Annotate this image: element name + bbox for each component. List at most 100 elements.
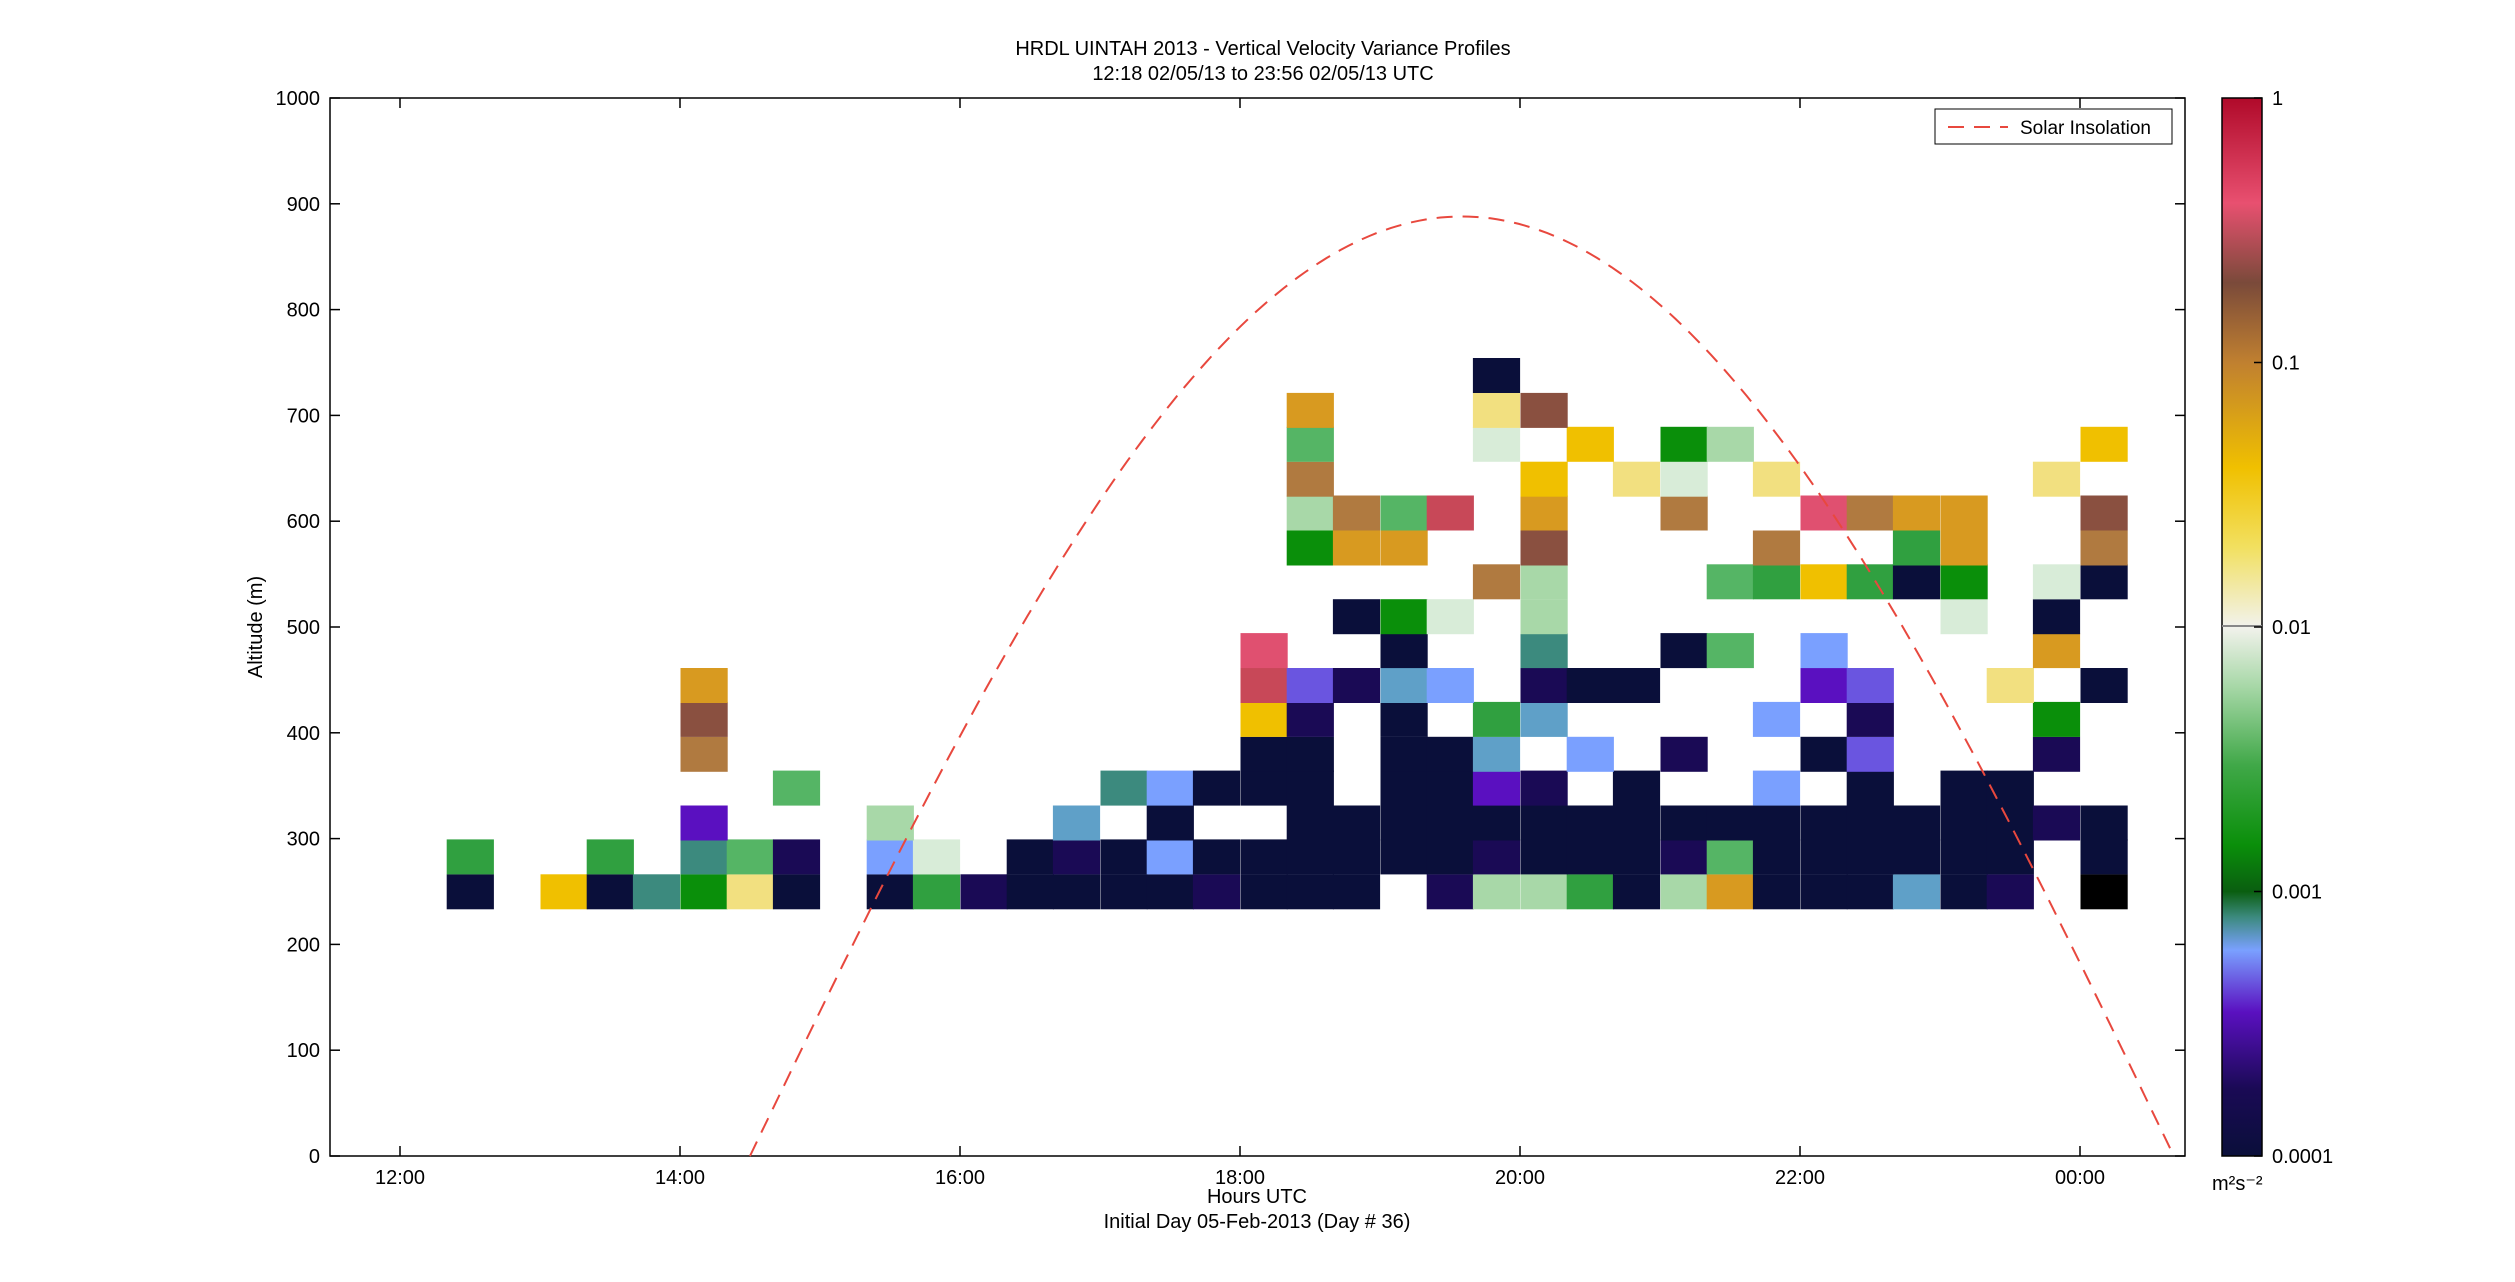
heatmap-cells bbox=[446, 358, 2128, 910]
heatmap-cell bbox=[1520, 701, 1568, 737]
heatmap-cell bbox=[1192, 839, 1241, 875]
heatmap-cell bbox=[1426, 599, 1474, 635]
heatmap-cell bbox=[632, 874, 681, 910]
heatmap-cell bbox=[1566, 805, 1614, 841]
x-tick-label: 16:00 bbox=[935, 1167, 985, 1189]
heatmap-cell bbox=[1380, 770, 1428, 806]
heatmap-cell bbox=[1380, 495, 1428, 531]
heatmap-cell bbox=[1380, 668, 1428, 703]
heatmap-cell bbox=[1146, 839, 1194, 875]
colorbar-ticks: 1 0.1 0.01 0.001 0.0001 bbox=[2254, 88, 2333, 1168]
heatmap-cell bbox=[1286, 736, 1334, 772]
heatmap-cell bbox=[960, 874, 1008, 910]
heatmap-cell bbox=[1240, 839, 1288, 875]
heatmap-cell bbox=[1892, 530, 1941, 566]
heatmap-cell bbox=[1520, 599, 1568, 635]
heatmap-cell bbox=[1520, 805, 1568, 841]
heatmap-cell bbox=[866, 874, 914, 910]
heatmap-cell bbox=[1566, 426, 1614, 462]
heatmap-cell bbox=[2032, 701, 2081, 737]
heatmap-cell bbox=[1052, 839, 1101, 875]
y-axis-label: Altitude (m) bbox=[245, 576, 267, 678]
heatmap-cell bbox=[1986, 805, 2034, 841]
heatmap-cell bbox=[1286, 495, 1334, 531]
heatmap-cell bbox=[1286, 392, 1334, 428]
heatmap-cell bbox=[1100, 874, 1148, 910]
heatmap-cell bbox=[1332, 668, 1381, 703]
colorbar-tick-label: 1 bbox=[2272, 88, 2283, 110]
heatmap-cell bbox=[1940, 564, 1988, 600]
heatmap-cell bbox=[1380, 805, 1428, 841]
heatmap-cell bbox=[1472, 874, 1521, 910]
heatmap-cell bbox=[1846, 564, 1894, 600]
heatmap-cell bbox=[1752, 701, 1801, 737]
heatmap-cell bbox=[1940, 495, 1988, 531]
heatmap-cell bbox=[866, 805, 914, 841]
heatmap-cell bbox=[1380, 599, 1428, 635]
heatmap-cell bbox=[1752, 564, 1801, 600]
heatmap-cell bbox=[1192, 770, 1241, 806]
heatmap-cell bbox=[2080, 839, 2128, 875]
heatmap-cell bbox=[586, 874, 634, 910]
heatmap-cell bbox=[1286, 668, 1334, 703]
heatmap-cell bbox=[1286, 874, 1334, 910]
heatmap-cell bbox=[1380, 530, 1428, 566]
heatmap-cell bbox=[680, 874, 728, 910]
y-tick-label: 600 bbox=[287, 511, 320, 533]
heatmap-cell bbox=[1800, 874, 1848, 910]
heatmap-cell bbox=[1660, 805, 1708, 841]
x-tick-label: 12:00 bbox=[375, 1167, 425, 1189]
y-axis-ticks: 0 100 200 300 400 500 600 700 800 900 1000 bbox=[276, 88, 2185, 1168]
heatmap-cell bbox=[1380, 633, 1428, 669]
heatmap-cell bbox=[1660, 633, 1708, 669]
heatmap-cell bbox=[2032, 633, 2081, 669]
heatmap-cell bbox=[1800, 633, 1848, 669]
heatmap-cell bbox=[1146, 874, 1194, 910]
heatmap-cell bbox=[1520, 530, 1568, 566]
heatmap-cell bbox=[772, 770, 821, 806]
heatmap-cell bbox=[1146, 805, 1194, 841]
heatmap-cell bbox=[1052, 805, 1101, 841]
heatmap-cell bbox=[1660, 839, 1708, 875]
heatmap-cell bbox=[1100, 839, 1148, 875]
x-axis-extra-label: Initial Day 05-Feb-2013 (Day # 36) bbox=[1104, 1211, 1411, 1233]
heatmap-cell bbox=[1286, 530, 1334, 566]
heatmap-cell bbox=[1100, 770, 1148, 806]
y-tick-label: 700 bbox=[287, 405, 320, 427]
heatmap-cell bbox=[1892, 805, 1941, 841]
y-tick-label: 200 bbox=[287, 934, 320, 956]
heatmap-cell bbox=[1426, 805, 1474, 841]
heatmap-cell bbox=[1286, 770, 1334, 806]
heatmap-cell bbox=[1660, 461, 1708, 497]
heatmap-cell bbox=[1892, 839, 1941, 875]
heatmap-cell bbox=[1332, 495, 1381, 531]
heatmap-cell bbox=[1286, 805, 1334, 841]
heatmap-cell bbox=[1660, 426, 1708, 462]
heatmap-cell bbox=[2080, 564, 2128, 600]
heatmap-cell bbox=[2080, 874, 2128, 910]
heatmap-cell bbox=[1472, 701, 1521, 737]
heatmap-cell bbox=[1286, 701, 1334, 737]
heatmap-cell bbox=[1426, 839, 1474, 875]
heatmap-cell bbox=[1706, 426, 1754, 462]
heatmap-cell bbox=[2080, 805, 2128, 841]
heatmap-cell bbox=[1800, 668, 1848, 703]
y-tick-label: 300 bbox=[287, 829, 320, 851]
heatmap-cell bbox=[1520, 495, 1568, 531]
y-tick-label: 900 bbox=[287, 194, 320, 216]
heatmap-cell bbox=[1472, 805, 1521, 841]
heatmap-cell bbox=[1472, 426, 1521, 462]
x-tick-label: 18:00 bbox=[1215, 1167, 1265, 1189]
heatmap-cell bbox=[1612, 668, 1661, 703]
heatmap-cell bbox=[680, 805, 728, 841]
heatmap-cell bbox=[1380, 701, 1428, 737]
heatmap-cell bbox=[1940, 805, 1988, 841]
heatmap-cell bbox=[1752, 530, 1801, 566]
heatmap-cell bbox=[1660, 874, 1708, 910]
heatmap-cell bbox=[1332, 874, 1381, 910]
legend-label: Solar Insolation bbox=[2020, 118, 2151, 139]
colorbar-units: m²s⁻² bbox=[2212, 1173, 2263, 1195]
y-tick-label: 0 bbox=[309, 1146, 320, 1168]
heatmap-cell bbox=[912, 874, 961, 910]
heatmap-cell bbox=[1426, 668, 1474, 703]
